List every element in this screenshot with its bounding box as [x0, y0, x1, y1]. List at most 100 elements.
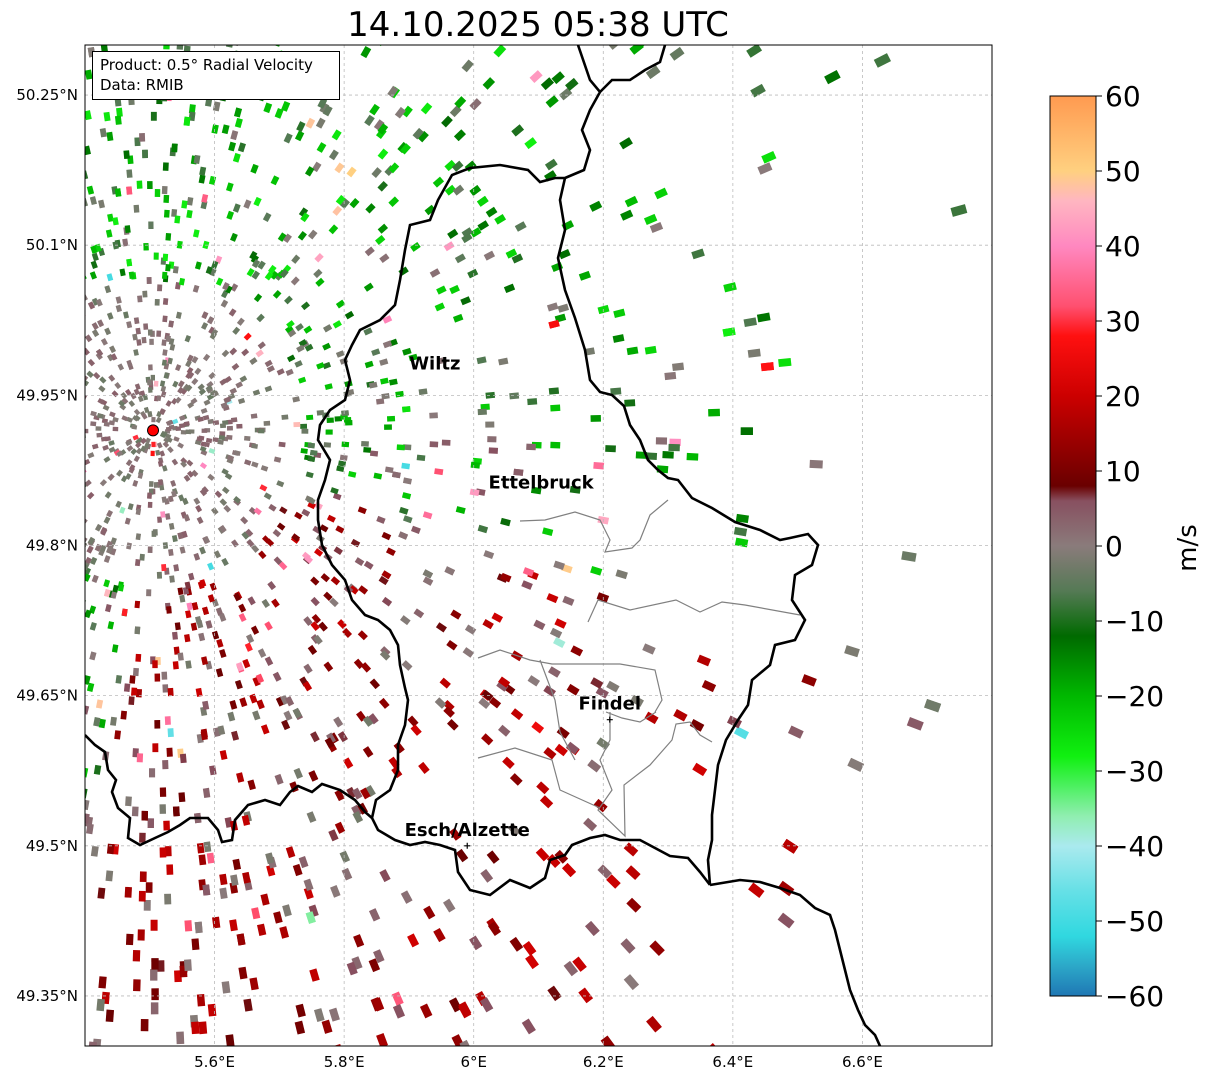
velocity-gate	[153, 380, 159, 387]
velocity-gate	[339, 850, 351, 864]
velocity-gate	[672, 362, 685, 372]
velocity-gate	[177, 652, 184, 661]
velocity-gate	[391, 471, 401, 479]
velocity-gate	[424, 204, 436, 216]
velocity-gate	[277, 232, 287, 242]
velocity-gate	[251, 259, 261, 269]
velocity-gate	[480, 403, 490, 411]
velocity-gate	[328, 829, 339, 842]
velocity-gate	[143, 899, 151, 911]
velocity-gate	[132, 667, 139, 677]
velocity-gate	[105, 1009, 115, 1023]
velocity-gate	[481, 733, 494, 746]
velocity-gate	[488, 447, 499, 454]
velocity-gate	[521, 1018, 536, 1035]
velocity-gate	[99, 479, 108, 487]
velocity-gate	[149, 481, 154, 487]
velocity-gate	[197, 383, 205, 391]
velocity-gate	[558, 249, 571, 260]
velocity-gate	[141, 413, 148, 420]
velocity-gate	[260, 724, 270, 735]
velocity-gate	[184, 920, 193, 932]
velocity-gate	[114, 382, 122, 390]
velocity-gate	[380, 646, 391, 657]
velocity-gate	[267, 1049, 277, 1063]
velocity-gate	[159, 432, 167, 439]
velocity-gate	[85, 788, 88, 799]
velocity-gate	[318, 621, 328, 632]
velocity-gate	[183, 116, 191, 126]
velocity-gate	[108, 420, 115, 426]
velocity-gate	[526, 443, 536, 451]
velocity-gate	[108, 446, 116, 453]
velocity-gate	[91, 297, 99, 306]
velocity-gate	[388, 756, 400, 769]
velocity-gate	[308, 770, 319, 782]
velocity-gate	[206, 852, 215, 864]
colorbar-tick-label: −50	[1105, 905, 1164, 938]
velocity-gate	[102, 404, 110, 411]
velocity-gate	[85, 170, 89, 180]
colorbar-gradient	[1050, 96, 1096, 996]
velocity-gate	[149, 338, 154, 345]
velocity-gate	[135, 438, 142, 445]
velocity-gate	[410, 525, 421, 535]
velocity-gate	[85, 334, 93, 343]
velocity-gate	[74, 445, 81, 451]
velocity-gate	[281, 100, 291, 112]
velocity-gate	[119, 506, 126, 514]
velocity-gate	[106, 131, 114, 142]
velocity-gate	[93, 764, 102, 775]
velocity-gate	[212, 101, 221, 112]
velocity-gate	[215, 607, 224, 616]
velocity-gate	[137, 395, 144, 403]
velocity-gate	[181, 530, 188, 539]
velocity-gate	[232, 858, 242, 871]
velocity-gate	[287, 329, 297, 338]
velocity-gate	[201, 656, 209, 666]
velocity-gate	[444, 566, 456, 576]
velocity-gate	[644, 345, 657, 355]
lon-tick-label: 6.2°E	[583, 1053, 624, 1071]
velocity-gate	[226, 425, 233, 431]
velocity-gate	[268, 264, 277, 274]
velocity-gate	[168, 320, 174, 328]
velocity-gate	[98, 199, 105, 209]
velocity-gate	[190, 622, 198, 631]
velocity-gate	[901, 550, 917, 562]
velocity-gate	[291, 533, 301, 542]
velocity-gate	[177, 442, 184, 449]
velocity-gate	[198, 1021, 208, 1035]
velocity-gate	[531, 721, 545, 734]
velocity-gate	[75, 945, 84, 957]
velocity-gate	[455, 848, 469, 863]
velocity-gate	[500, 572, 512, 583]
velocity-gate	[280, 694, 290, 706]
velocity-gate	[294, 511, 303, 520]
velocity-gate	[147, 329, 153, 336]
velocity-gate	[106, 312, 114, 320]
velocity-gate	[509, 936, 524, 952]
velocity-gate	[85, 197, 89, 208]
velocity-gate	[162, 684, 169, 693]
velocity-gate	[304, 166, 315, 177]
colorbar: 60 50 40 30 20 10 0 −10 −20 −30 −40 −50 −60 m/s	[1049, 80, 1203, 1013]
velocity-gate	[324, 737, 335, 749]
velocity-gate	[402, 477, 412, 485]
velocity-gate	[206, 380, 214, 389]
velocity-gate	[629, 45, 644, 55]
velocity-gate	[569, 485, 581, 494]
velocity-gate	[110, 353, 118, 361]
velocity-gate	[97, 887, 106, 899]
velocity-gate	[258, 550, 267, 560]
velocity-gate	[226, 434, 233, 440]
velocity-gate	[307, 455, 316, 462]
velocity-gate	[134, 626, 141, 635]
velocity-gate	[485, 206, 498, 218]
velocity-gate	[162, 315, 168, 323]
velocity-gate	[74, 442, 81, 448]
map-area[interactable]: Wiltz Ettelbruck Findel Esch/Alzette	[71, 31, 993, 1063]
velocity-gate	[219, 873, 228, 886]
velocity-gate	[218, 613, 227, 622]
velocity-gate	[207, 473, 215, 481]
